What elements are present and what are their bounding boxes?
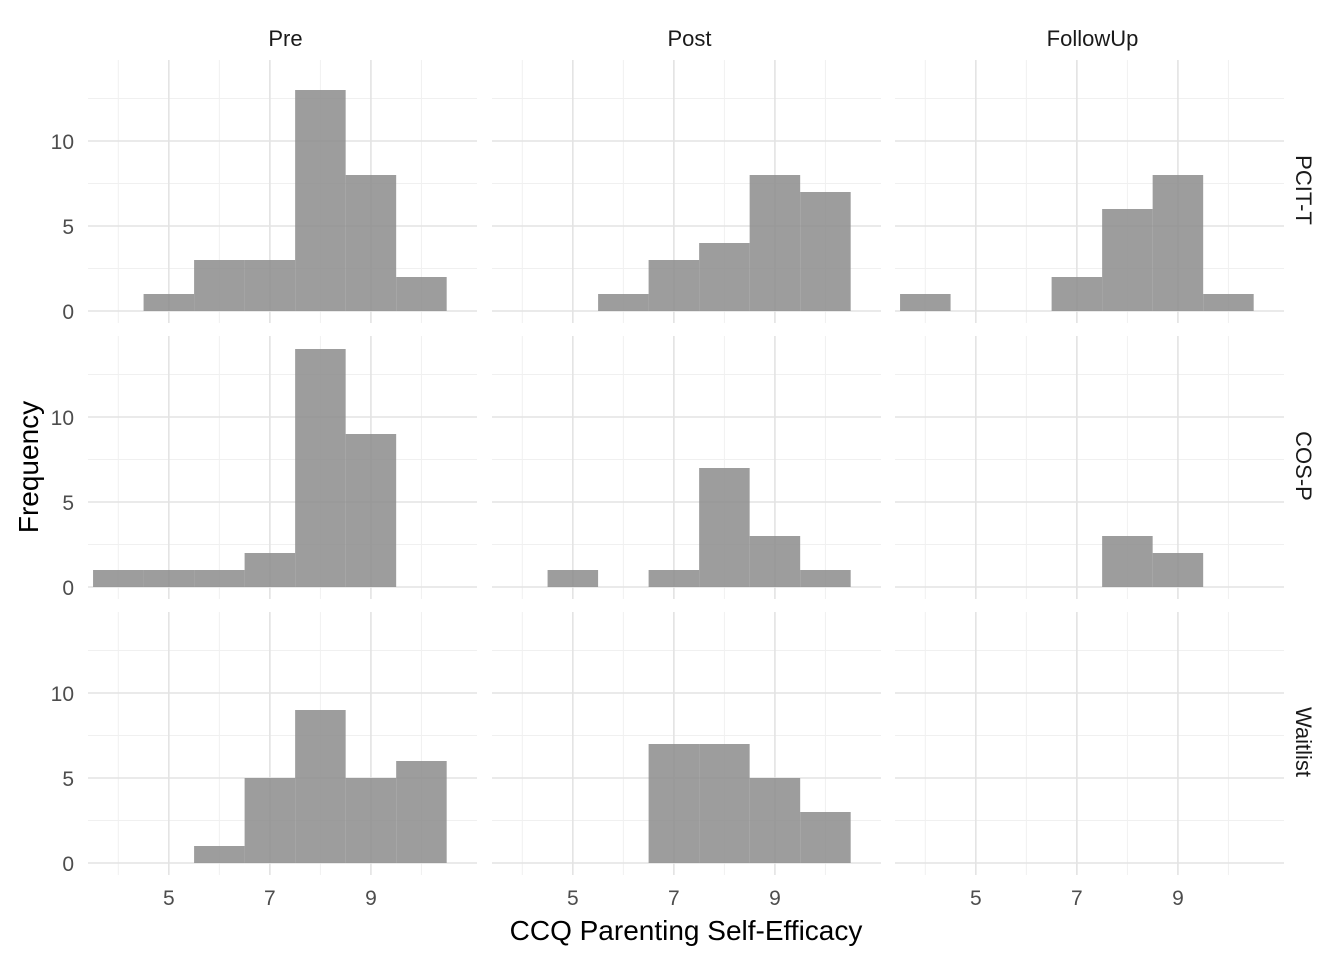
facet-row-label: PCIT-T [1291, 155, 1316, 225]
histogram-bar [1051, 277, 1103, 311]
histogram-bar [1102, 209, 1153, 311]
y-tick-label: 0 [62, 301, 74, 324]
histogram-bar [547, 570, 599, 587]
histogram-bar [295, 710, 346, 863]
histogram-bar [244, 553, 296, 587]
histogram-bar [699, 468, 750, 587]
histogram-bar [295, 90, 346, 311]
histogram-bar [143, 294, 195, 311]
histogram-bar [345, 175, 397, 311]
histogram-bar [244, 778, 296, 863]
histogram-bar [699, 744, 750, 863]
y-tick-label: 0 [62, 577, 74, 600]
histogram-bar [143, 570, 195, 587]
histogram-bar [295, 349, 346, 587]
x-tick-label: 5 [970, 887, 982, 910]
histogram-bar [345, 434, 397, 587]
bar-layer [93, 90, 1254, 863]
histogram-bar [93, 570, 144, 587]
facet-row-label: COS-P [1291, 431, 1316, 501]
facet-column-label: Post [667, 26, 711, 51]
facet-row-label: Waitlist [1291, 707, 1316, 777]
y-tick-label: 10 [51, 407, 74, 430]
histogram-bar [1152, 175, 1204, 311]
label-layer: Pre Post FollowUp PCIT-T COS-P Waitlist 0 5 10 0 5… [51, 26, 1316, 910]
histogram-bar [749, 536, 801, 587]
histogram-bar [598, 294, 649, 311]
x-tick-label: 9 [1172, 887, 1184, 910]
y-tick-label: 0 [62, 853, 74, 876]
histogram-bar [648, 744, 700, 863]
histogram-bar [648, 260, 700, 311]
histogram-bar [648, 570, 700, 587]
histogram-bar [800, 570, 851, 587]
y-tick-label: 10 [51, 131, 74, 154]
histogram-bar [749, 175, 801, 311]
facet-column-label: Pre [268, 26, 302, 51]
histogram-bar [345, 778, 397, 863]
y-tick-label: 5 [62, 492, 74, 515]
x-tick-label: 5 [163, 887, 175, 910]
histogram-bar [244, 260, 296, 311]
facet-column-label: FollowUp [1047, 26, 1139, 51]
y-tick-label: 5 [62, 768, 74, 791]
x-tick-label: 5 [567, 887, 579, 910]
histogram-bar [194, 846, 245, 863]
y-tick-label: 10 [51, 683, 74, 706]
x-tick-label: 7 [1071, 887, 1083, 910]
histogram-bar [194, 260, 245, 311]
histogram-bar [749, 778, 801, 863]
histogram-bar [1152, 553, 1204, 587]
histogram-bar [800, 192, 851, 311]
histogram-bar [900, 294, 951, 311]
x-tick-label: 9 [769, 887, 781, 910]
y-axis-title: Frequency [13, 401, 44, 533]
histogram-bar [194, 570, 245, 587]
y-tick-label: 5 [62, 216, 74, 239]
histogram-bar [396, 761, 447, 863]
histogram-bar [699, 243, 750, 311]
histogram-bar [1203, 294, 1254, 311]
histogram-bar [396, 277, 447, 311]
x-axis-title: CCQ Parenting Self-Efficacy [510, 915, 863, 946]
x-tick-label: 7 [264, 887, 276, 910]
histogram-bar [1102, 536, 1153, 587]
histogram-bar [800, 812, 851, 863]
x-tick-label: 7 [668, 887, 680, 910]
x-tick-label: 9 [365, 887, 377, 910]
